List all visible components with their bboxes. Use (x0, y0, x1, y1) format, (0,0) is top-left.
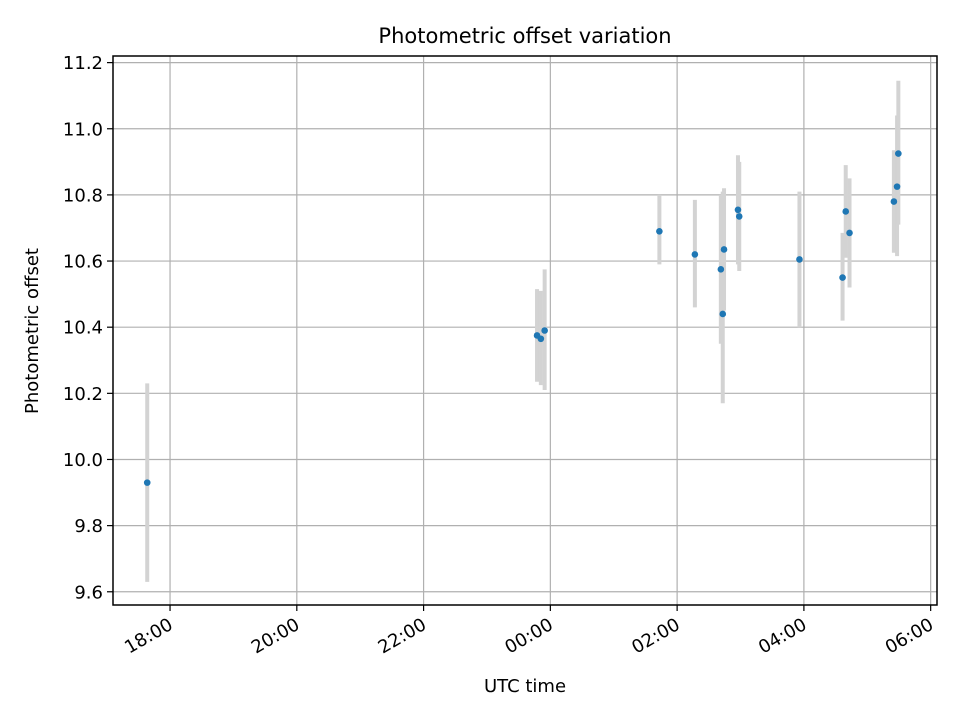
data-point (735, 213, 743, 220)
data-point (846, 229, 853, 237)
data-point (734, 206, 742, 214)
y-tick-label: 10.2 (63, 384, 103, 405)
x-axis-label: UTC time (484, 676, 566, 697)
y-tick-label: 11.0 (63, 119, 103, 140)
data-point (839, 274, 846, 281)
y-tick-label: 10.8 (63, 185, 103, 206)
y-tick-label: 10.6 (63, 252, 103, 273)
data-point (691, 251, 699, 258)
data-point (720, 246, 728, 253)
chart-title: Photometric offset variation (378, 24, 671, 48)
data-point (537, 335, 545, 343)
y-axis-label: Photometric offset (22, 248, 43, 414)
y-tick-label: 9.6 (74, 582, 103, 603)
y-tick-label: 11.2 (63, 53, 103, 74)
data-point (719, 310, 727, 318)
data-point (890, 198, 898, 205)
data-point (796, 256, 803, 263)
y-tick-label: 10.0 (63, 450, 103, 471)
data-point-layer (143, 150, 902, 486)
data-point (143, 479, 151, 486)
data-point (842, 208, 850, 215)
data-point (541, 327, 548, 334)
data-point (893, 183, 901, 190)
plot-frame (112, 55, 938, 606)
data-point (717, 266, 725, 273)
y-tick-label: 9.8 (74, 516, 103, 537)
data-point (895, 150, 902, 157)
data-point (656, 227, 663, 235)
y-tick-label: 10.4 (63, 318, 103, 339)
